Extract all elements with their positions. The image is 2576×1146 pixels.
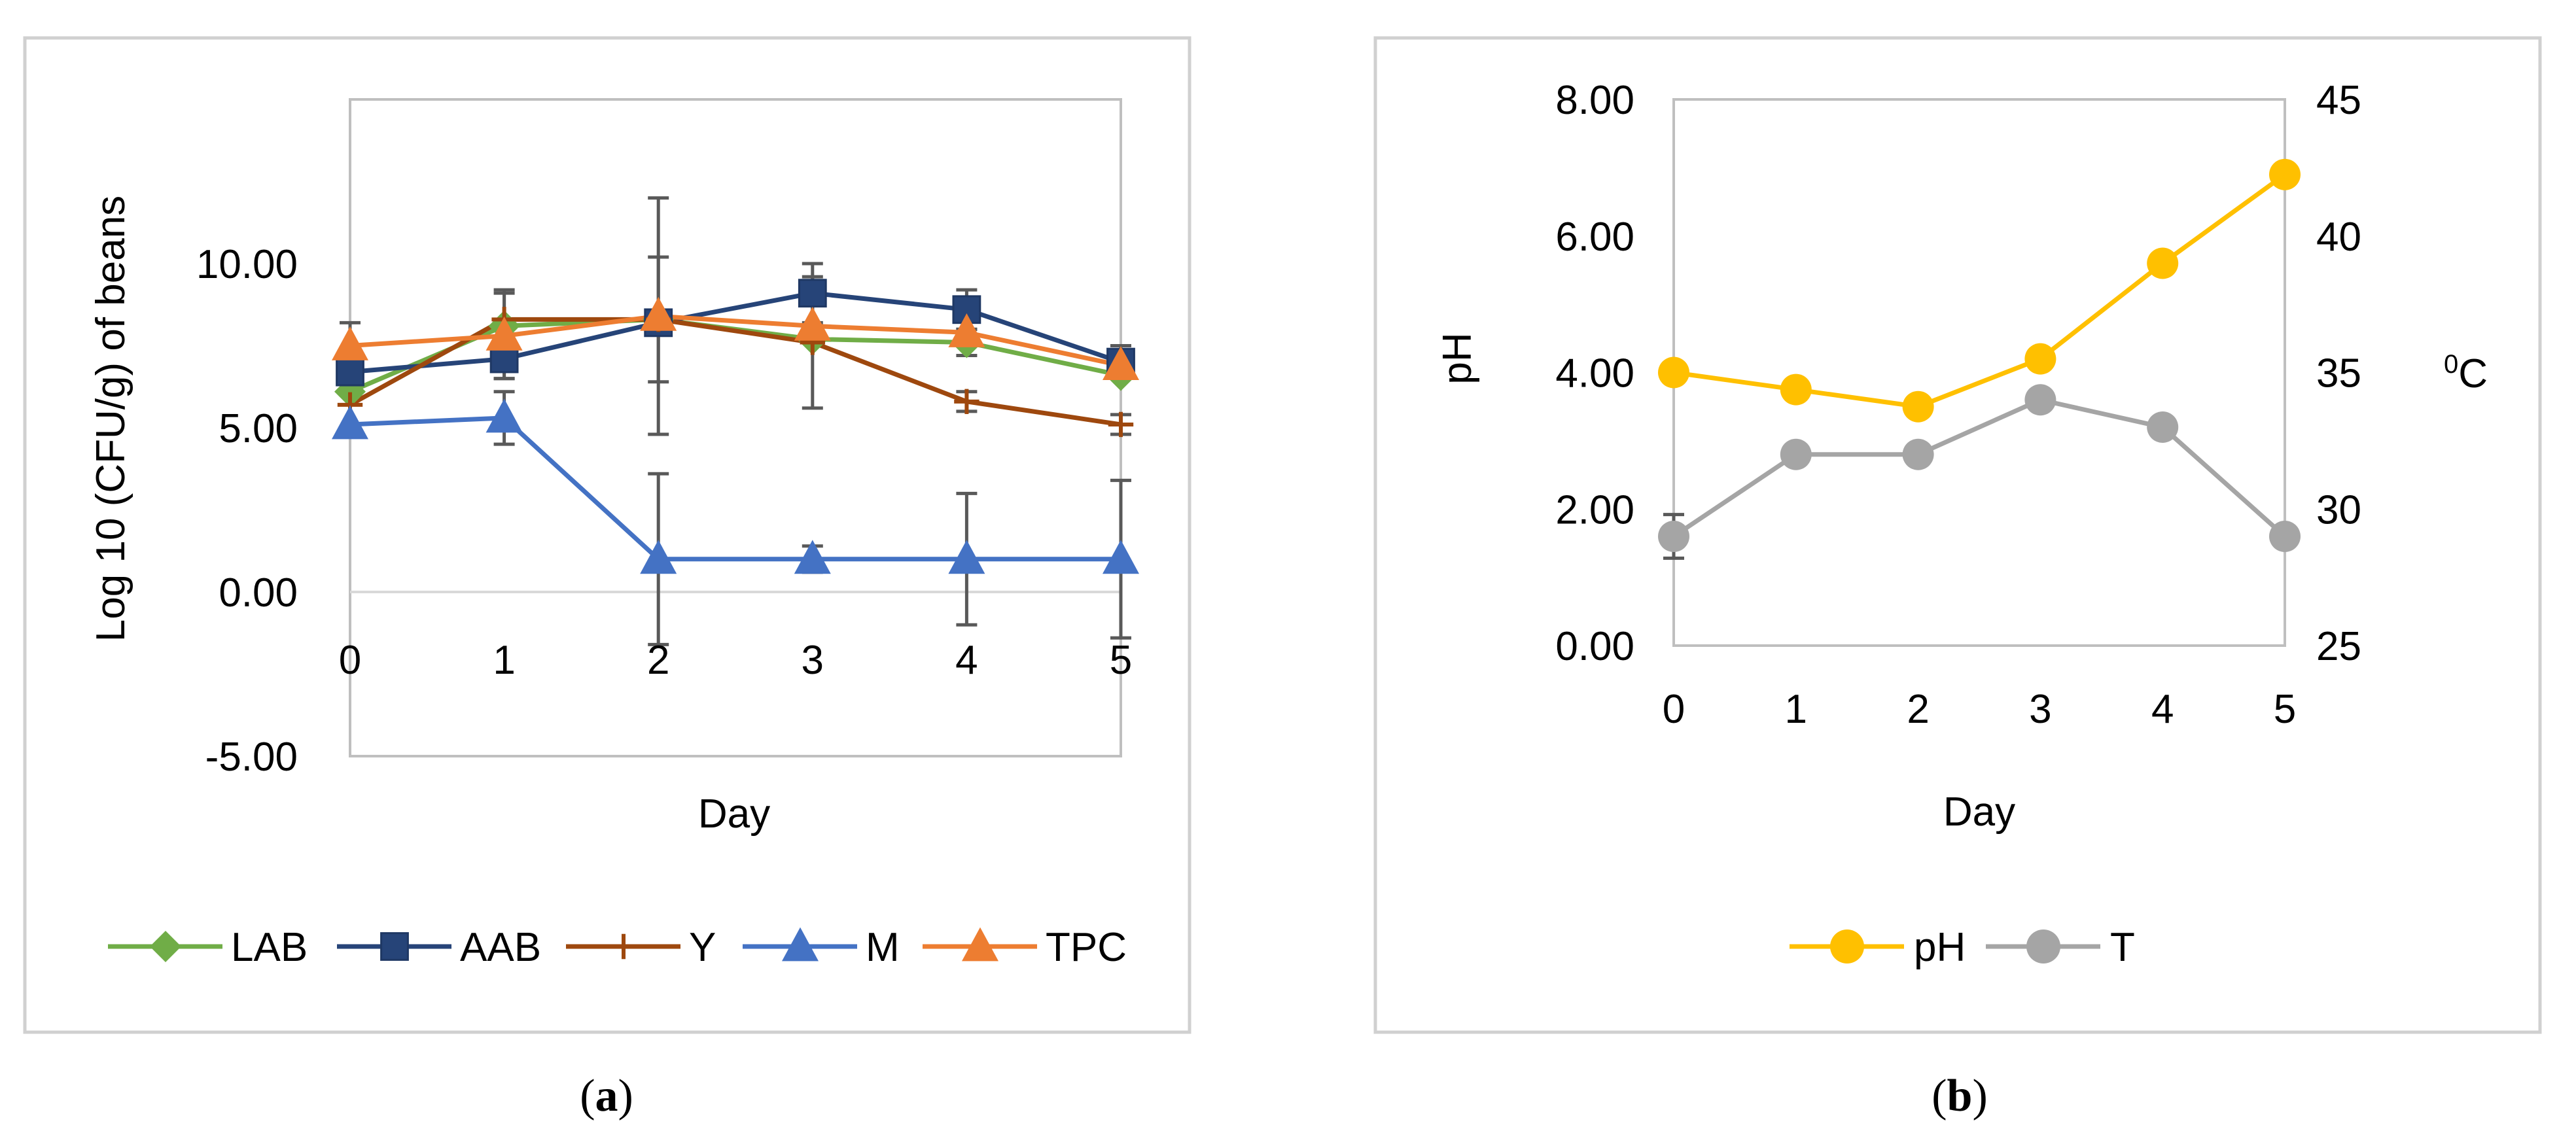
series-line-tpc [349,313,1121,368]
chart-a-x-tick-label: 2 [647,638,669,683]
legend-label-y: Y [689,925,716,970]
chart-a-x-axis-label: Day [698,791,770,837]
data-point-t [2269,521,2301,552]
chart-a-frame [23,36,1191,1034]
data-point-tpc [948,313,985,347]
legend-label-lab: LAB [231,925,308,970]
chart-b-y2-tick-label: 25 [2316,624,2361,669]
caption-a-close: ) [618,1071,633,1121]
data-point-aab [798,279,827,308]
caption-a: (a) [580,1071,633,1121]
data-point-ph [2269,158,2301,190]
data-point-ph [1902,391,1934,423]
chart-b-y-tick-label: 2.00 [1555,487,1634,532]
data-point-ph [2147,247,2179,279]
chart-a-y-axis-label: Log 10 (CFU/g) of beans [88,196,133,642]
chart-b-x-tick-label: 3 [2029,687,2051,732]
data-point-m [332,405,368,440]
data-point-tpc [794,306,831,341]
data-point-ph [2024,343,2056,375]
caption-a-open: ( [580,1071,595,1121]
legend-label-tpc: TPC [1046,925,1127,970]
data-point-ph [1780,373,1812,406]
caption-b-letter: b [1947,1071,1973,1121]
chart-b-y-tick-label: 8.00 [1555,78,1634,123]
data-point-m [485,398,523,433]
chart-b-y2-axis-label-degree: 0 [2444,350,2458,379]
series-line-m [349,415,1121,562]
caption-a-letter: a [595,1071,618,1121]
chart-b-x-tick-label: 1 [1785,687,1807,732]
chart-b-y2-axis-label-unit: C [2458,351,2488,396]
chart-a-y-tick-label: -5.00 [205,735,298,780]
series-line-aab [349,290,1122,375]
data-point-m [794,540,831,574]
chart-a-y-tick-label: 5.00 [219,406,298,451]
chart-b-y2-tick-label: 45 [2316,78,2361,123]
caption-b: (b) [1932,1071,1988,1121]
chart-b-y-axis-label: pH [1435,332,1480,384]
chart-b-y2-tick-label: 30 [2316,487,2361,532]
chart-b-y-tick-label: 0.00 [1555,624,1634,669]
legend-marker-lab [150,931,181,962]
chart-b-y2-tick-label: 35 [2316,351,2361,396]
data-point-t [2024,384,2056,416]
chart-a-legend: LAB AAB Y M TPC [108,925,1127,970]
data-point-tpc [332,326,368,360]
chart-a-x-tick-label: 0 [339,638,361,683]
data-point-t [2147,411,2179,443]
series-line-ph [1673,172,2287,409]
legend-marker-aab [380,932,409,961]
chart-a-x-tick-label: 4 [955,638,978,683]
chart-a-y-tick-label: 10.00 [196,242,298,287]
chart-b-x-tick-label: 0 [1663,687,1685,732]
chart-b-y-tick-label: 4.00 [1555,351,1634,396]
legend-marker-ph [1830,929,1864,964]
data-point-ph [1658,356,1689,389]
caption-b-open: ( [1932,1071,1947,1121]
caption-b-close: ) [1972,1071,1987,1121]
data-point-m [1103,540,1139,574]
legend-marker-m [782,927,819,962]
chart-a-y-tick-label: 0.00 [219,570,298,616]
data-point-y [954,389,979,415]
chart-b-legend: pH T [1790,925,2135,970]
chart-a-x-tick-label: 3 [802,638,824,683]
chart-b-y-tick-label: 6.00 [1555,215,1634,260]
legend-label-ph: pH [1914,925,1966,970]
chart-a-x-tick-label: 1 [493,638,515,683]
chart-b-frame [1373,36,2542,1034]
legend-label-m: M [866,925,900,970]
data-point-t [1658,521,1689,552]
data-point-t [1902,438,1934,470]
legend-label-t: T [2110,925,2135,970]
chart-b-x-tick-label: 5 [2274,687,2296,732]
legend-label-aab: AAB [460,925,541,970]
chart-b-x-tick-label: 4 [2151,687,2174,732]
data-point-y [1108,411,1134,438]
data-point-tpc [1103,346,1139,381]
legend-marker-tpc [962,927,998,962]
data-point-t [1780,438,1812,470]
data-point-tpc [485,317,523,351]
legend-marker-y [610,933,637,960]
chart-b-x-axis-label: Day [1943,790,2015,835]
chart-b-y2-axis-label: 0C [2444,350,2488,396]
chart-b-x-tick-label: 2 [1907,687,1929,732]
series-line-t [1672,397,2287,538]
data-point-aab [336,357,364,387]
chart-b-y2-tick-label: 40 [2316,215,2361,260]
chart-a-x-tick-label: 5 [1110,638,1132,683]
series-line-y [349,317,1121,427]
data-point-tpc [640,296,677,331]
legend-marker-t [2026,929,2060,964]
chart-panel-a: -5.00 0.00 5.00 10.00 0 1 2 3 4 5 Log 10 (CFU/g)… [23,36,1191,1034]
data-point-m [948,540,985,574]
data-point-m [640,540,677,574]
